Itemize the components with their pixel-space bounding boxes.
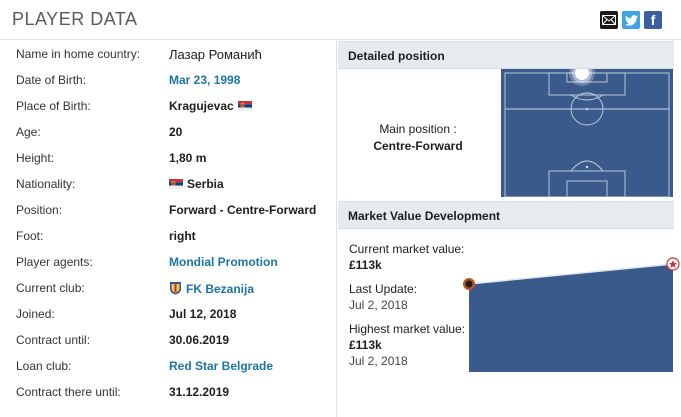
date-of-birth-link[interactable]: Mar 23, 1998 xyxy=(169,73,241,87)
section-title: Market Value Development xyxy=(348,209,501,223)
row-label: Player agents: xyxy=(16,255,93,269)
row-label: Height: xyxy=(16,151,55,165)
row-label: Contract until: xyxy=(16,333,91,347)
fk-bezanija-crest-icon xyxy=(170,282,181,295)
current-market-value-label: Current market value: xyxy=(349,242,465,256)
section-title: Detailed position xyxy=(348,49,445,63)
main-position-label: Main position : xyxy=(379,122,457,136)
row-label: Contract there until: xyxy=(16,385,121,399)
row-place-of-birth: Place of Birth: Kragujevac xyxy=(0,93,337,119)
highest-market-value: £113k xyxy=(349,338,382,352)
profile-table: Name in home country: Лазар Романић Date… xyxy=(0,41,337,417)
nationality-text: Serbia xyxy=(187,177,224,191)
native-name-value: Лазар Романић xyxy=(169,47,262,62)
page-title: PLAYER DATA xyxy=(12,9,138,29)
twitter-bird-icon xyxy=(624,14,638,26)
row-label: Age: xyxy=(16,125,41,139)
row-contract-until: Contract until: 30.06.2019 xyxy=(0,327,337,353)
highest-market-value-date: Jul 2, 2018 xyxy=(349,354,408,368)
height-value: 1,80 m xyxy=(169,151,207,165)
contract-until-value: 30.06.2019 xyxy=(169,333,230,347)
facebook-icon: f xyxy=(650,12,656,28)
row-position: Position: Forward - Centre-Forward xyxy=(0,197,337,223)
twitter-share-button[interactable] xyxy=(622,11,640,29)
last-update-value: Jul 2, 2018 xyxy=(349,298,408,312)
row-height: Height: 1,80 m xyxy=(0,145,337,171)
current-club-link[interactable]: FK Bezanija xyxy=(169,281,254,296)
loan-club-link[interactable]: Red Star Belgrade xyxy=(169,359,274,373)
row-label: Foot: xyxy=(16,229,44,243)
row-label: Loan club: xyxy=(16,359,72,373)
envelope-icon xyxy=(602,15,616,25)
detailed-position-header: Detailed position xyxy=(338,41,674,69)
row-label: Current club: xyxy=(16,281,85,295)
row-nationality: Nationality: Serbia xyxy=(0,171,337,197)
facebook-share-button[interactable]: f xyxy=(644,11,662,29)
current-market-value: £113k xyxy=(349,258,382,272)
main-position-value: Centre-Forward xyxy=(373,139,463,153)
row-foot: Foot: right xyxy=(0,223,337,249)
highest-market-value-label: Highest market value: xyxy=(349,322,466,336)
row-label: Joined: xyxy=(16,307,55,321)
right-panel: Detailed position Main position : Centre… xyxy=(338,41,681,417)
last-update-label: Last Update: xyxy=(349,282,418,296)
row-label: Date of Birth: xyxy=(16,73,87,87)
row-loan-club: Loan club: Red Star Belgrade xyxy=(0,353,337,379)
row-label: Nationality: xyxy=(16,177,76,191)
row-date-of-birth: Date of Birth: Mar 23, 1998 xyxy=(0,67,337,93)
row-label: Name in home country: xyxy=(16,47,141,61)
red-star-crest-icon[interactable] xyxy=(666,257,680,271)
row-current-club: Current club: FK Bezanija xyxy=(0,275,337,301)
email-share-button[interactable] xyxy=(600,11,618,29)
position-marker-icon xyxy=(569,69,595,86)
current-club-text: FK Bezanija xyxy=(186,282,255,296)
market-value-chart[interactable] xyxy=(462,252,681,377)
row-joined: Joined: Jul 12, 2018 xyxy=(0,301,337,327)
serbia-flag-icon xyxy=(237,101,252,111)
row-player-agents: Player agents: Mondial Promotion xyxy=(0,249,337,275)
foot-value: right xyxy=(169,229,196,243)
position-pitch xyxy=(501,69,673,197)
fk-bezanija-crest-icon[interactable] xyxy=(463,278,475,290)
position-value: Forward - Centre-Forward xyxy=(169,203,317,217)
row-label: Place of Birth: xyxy=(16,99,91,113)
row-age: Age: 20 xyxy=(0,119,337,145)
row-name-home-country: Name in home country: Лазар Романић xyxy=(0,41,337,67)
age-value: 20 xyxy=(169,125,183,139)
market-value-header: Market Value Development xyxy=(338,201,674,229)
player-data-header: PLAYER DATA f xyxy=(0,0,681,40)
place-of-birth-value: Kragujevac xyxy=(169,99,252,113)
row-contract-there-until: Contract there until: 31.12.2019 xyxy=(0,379,337,405)
joined-value: Jul 12, 2018 xyxy=(169,307,237,321)
row-label: Position: xyxy=(16,203,63,217)
nationality-value: Serbia xyxy=(169,177,224,191)
serbia-flag-icon xyxy=(169,179,183,189)
contract-there-until-value: 31.12.2019 xyxy=(169,385,230,399)
market-value-line xyxy=(468,263,674,285)
market-value-area xyxy=(469,264,673,372)
player-agent-link[interactable]: Mondial Promotion xyxy=(169,255,278,269)
place-of-birth-text: Kragujevac xyxy=(169,99,234,113)
